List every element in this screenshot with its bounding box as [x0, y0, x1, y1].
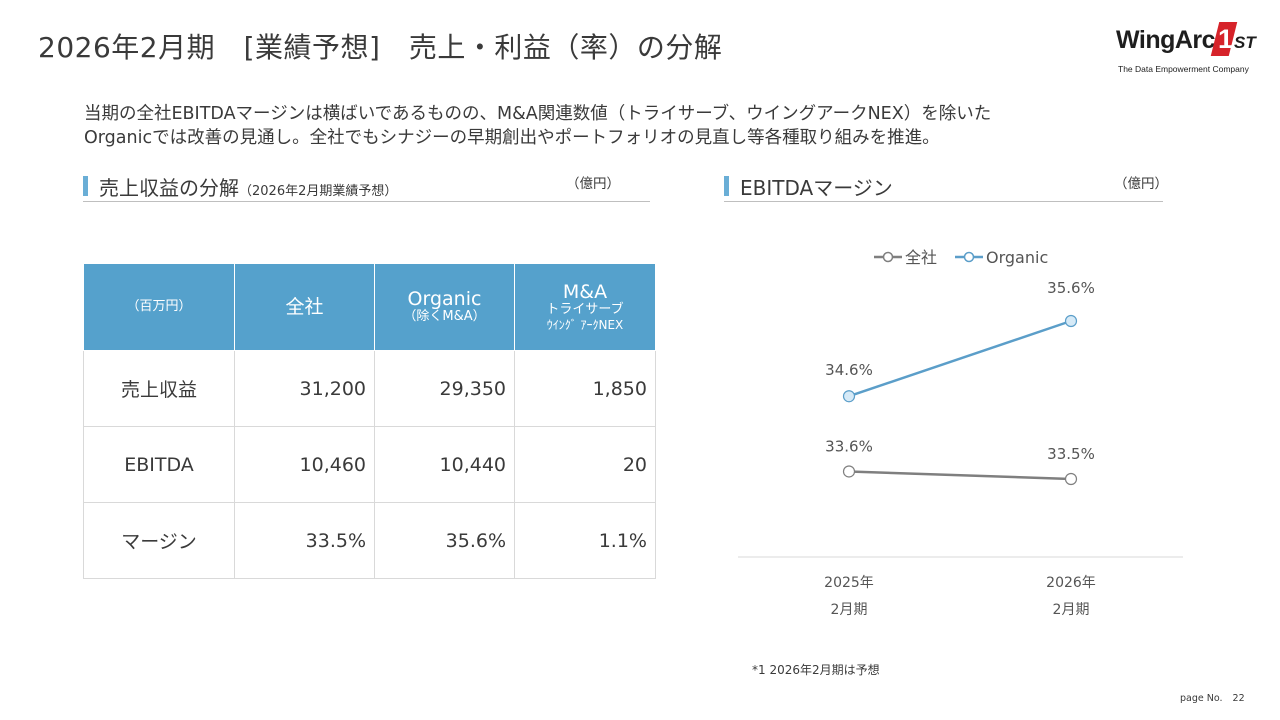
data-point: [842, 390, 856, 403]
header-organic-label: Organic: [407, 288, 482, 310]
series-line: [848, 470, 1072, 481]
logo-wordmark: WingArc: [1116, 26, 1216, 54]
table-row: マージン 33.5% 35.6% 1.1%: [83, 502, 656, 579]
x-tick-label: 2月期: [831, 602, 868, 618]
x-tick-label: 2026年: [1046, 575, 1096, 591]
data-label: 34.6%: [825, 361, 873, 379]
data-point: [1064, 472, 1078, 486]
logo-one: 1: [1218, 24, 1234, 54]
cell-total: 31,200: [234, 350, 375, 427]
left-section-unit: （億円）: [566, 176, 620, 192]
left-section-header: 売上収益の分解（2026年2月期業績予想） （億円）: [83, 172, 650, 202]
table-row: 売上収益 31,200 29,350 1,850: [83, 350, 656, 427]
header-ma: M&A トライサーブ ｳｲﾝｸﾞ ｱｰｸNEX: [514, 263, 656, 351]
cell-organic: 35.6%: [374, 502, 515, 579]
data-point: [1064, 314, 1078, 328]
cell-ma: 1,850: [514, 350, 656, 427]
page-number-value: 22: [1232, 693, 1245, 704]
cell-organic: 29,350: [374, 350, 515, 427]
lead-text: 当期の全社EBITDAマージンは横ばいであるものの、M&A関連数値（トライサーブ…: [84, 102, 1214, 150]
legend-marker: [882, 251, 894, 263]
right-section-unit: （億円）: [1114, 176, 1168, 192]
page-title: 2026年2月期 [業績予想] 売上・利益（率）の分解: [38, 31, 723, 64]
page-number: page No. 22: [1180, 693, 1245, 704]
row-label: マージン: [83, 502, 235, 579]
cell-ma: 20: [514, 426, 656, 503]
data-point: [842, 465, 856, 478]
series-line: [848, 319, 1072, 398]
legend-label: Organic: [986, 248, 1048, 267]
legend-marker: [963, 251, 975, 263]
cell-total: 33.5%: [234, 502, 375, 579]
logo-st: ST: [1234, 33, 1256, 52]
revenue-breakdown-table: （百万円） 全社 Organic （除くM&A） M&A トライサーブ ｳｲﾝｸ…: [83, 263, 656, 579]
legend-label: 全社: [905, 248, 937, 267]
footnote: *1 2026年2月期は予想: [752, 663, 880, 677]
row-label: EBITDA: [83, 426, 235, 503]
x-tick-label: 2月期: [1053, 602, 1090, 618]
right-section-title: EBITDAマージン: [740, 176, 893, 200]
lead-line-2: Organicでは改善の見通し。全社でもシナジーの早期創出やポートフォリオの見直…: [84, 128, 940, 148]
cell-ma: 1.1%: [514, 502, 656, 579]
page-number-label: page No.: [1180, 693, 1223, 704]
left-section-title: 売上収益の分解（2026年2月期業績予想）: [99, 176, 398, 200]
header-organic-sub: （除くM&A）: [403, 309, 486, 324]
data-label: 33.6%: [825, 437, 873, 455]
logo-tagline: The Data Empowerment Company: [1118, 64, 1249, 74]
data-label: 35.6%: [1047, 279, 1095, 297]
x-tick-label: 2025年: [824, 575, 874, 591]
cell-total: 10,460: [234, 426, 375, 503]
header-ma-sub2: ｳｲﾝｸﾞ ｱｰｸNEX: [546, 317, 624, 332]
section-marker: [724, 176, 729, 196]
right-section-header: EBITDAマージン （億円）: [724, 172, 1168, 202]
company-logo: WingArc 1 ST The Data Empowerment Compan…: [1112, 22, 1262, 78]
header-unit: （百万円）: [83, 263, 235, 351]
data-label: 33.5%: [1047, 445, 1095, 463]
section-marker: [83, 176, 88, 196]
table-header-row: （百万円） 全社 Organic （除くM&A） M&A トライサーブ ｳｲﾝｸ…: [83, 263, 656, 351]
row-label: 売上収益: [83, 350, 235, 427]
header-ma-sub1: トライサーブ: [546, 301, 624, 317]
header-ma-label: M&A: [562, 280, 608, 303]
left-section-subtitle: （2026年2月期業績予想）: [239, 184, 398, 199]
lead-line-1: 当期の全社EBITDAマージンは横ばいであるものの、M&A関連数値（トライサーブ…: [84, 104, 992, 124]
